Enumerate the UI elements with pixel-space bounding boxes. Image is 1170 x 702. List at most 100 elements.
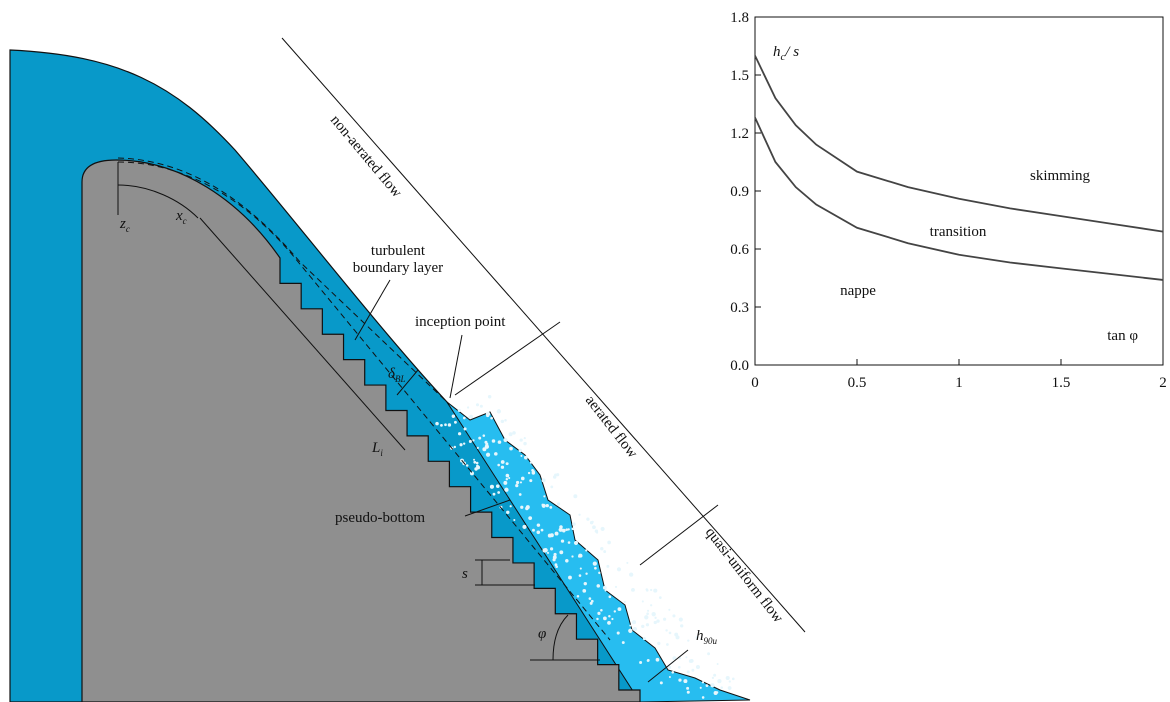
air-bubble: [656, 658, 660, 662]
air-bubble: [732, 678, 735, 681]
air-bubble: [593, 561, 597, 565]
label: φ: [538, 626, 546, 642]
air-bubble: [663, 618, 666, 621]
air-bubble: [686, 687, 689, 690]
air-bubble: [606, 565, 609, 568]
label: BL: [395, 374, 406, 384]
air-bubble: [513, 519, 515, 521]
air-bubble: [501, 460, 505, 464]
air-bubble: [476, 465, 479, 468]
x-tick-label: 0.5: [848, 375, 867, 391]
air-bubble: [542, 504, 546, 508]
air-bubble: [657, 642, 660, 645]
air-bubble: [604, 589, 606, 591]
air-bubble: [685, 656, 687, 658]
air-bubble: [633, 627, 637, 631]
air-bubble: [597, 584, 601, 588]
air-bubble: [654, 617, 656, 619]
air-bubble: [559, 550, 563, 554]
air-bubble: [553, 553, 556, 556]
air-bubble: [530, 461, 532, 463]
air-bubble: [646, 623, 649, 626]
air-bubble: [680, 624, 683, 627]
air-bubble: [512, 431, 516, 435]
label: pseudo-bottom: [335, 510, 425, 526]
air-bubble: [486, 414, 489, 417]
x-tick-label: 0: [751, 375, 759, 391]
air-bubble: [537, 523, 540, 526]
air-bubble: [706, 684, 709, 687]
air-bubble: [700, 687, 702, 689]
air-bubble: [729, 680, 731, 682]
label: h: [696, 628, 704, 644]
air-bubble: [717, 663, 719, 665]
inception-pointer: [450, 335, 462, 398]
air-bubble: [454, 421, 457, 424]
air-bubble: [702, 681, 704, 683]
air-bubble: [626, 562, 628, 564]
plot-frame: [755, 17, 1163, 365]
air-bubble: [490, 417, 493, 420]
air-bubble: [493, 493, 496, 496]
air-bubble: [536, 531, 540, 535]
air-bubble: [683, 679, 687, 683]
air-bubble: [600, 547, 603, 550]
air-bubble: [469, 440, 472, 443]
label: h90u: [696, 628, 718, 646]
air-bubble: [498, 440, 502, 444]
air-bubble: [687, 691, 690, 694]
air-bubble: [516, 481, 519, 484]
air-bubble: [509, 432, 513, 436]
air-bubble: [577, 595, 580, 598]
air-bubble: [690, 659, 694, 663]
label: c: [183, 216, 187, 226]
air-bubble: [508, 477, 510, 479]
air-bubble: [607, 621, 611, 625]
x-tick-label: 1.5: [1052, 375, 1071, 391]
air-bubble: [584, 582, 587, 585]
x-tick-label: 1: [955, 375, 963, 391]
air-bubble: [687, 639, 689, 641]
air-bubble: [520, 506, 523, 509]
air-bubble: [691, 669, 694, 672]
air-bubble: [556, 473, 559, 476]
air-bubble: [572, 527, 575, 530]
air-bubble: [687, 670, 690, 673]
air-bubble: [476, 403, 479, 406]
air-bubble: [520, 481, 522, 483]
air-bubble: [506, 474, 510, 478]
air-bubble: [459, 443, 462, 446]
label: aerated flow: [582, 393, 641, 462]
air-bubble: [519, 493, 522, 496]
y-tick-label: 1.5: [730, 68, 749, 84]
air-bubble: [632, 620, 636, 624]
air-bubble: [568, 576, 572, 580]
air-bubble: [668, 609, 670, 611]
air-bubble: [585, 573, 587, 575]
air-bubble: [528, 472, 530, 474]
air-bubble: [643, 637, 646, 640]
air-bubble: [542, 478, 546, 482]
air-bubble: [444, 423, 447, 426]
y-tick-label: 1.8: [730, 10, 749, 26]
air-bubble: [501, 420, 504, 423]
air-bubble: [656, 619, 659, 622]
air-bubble: [473, 459, 475, 461]
air-bubble: [712, 677, 714, 679]
air-bubble: [532, 471, 536, 475]
air-bubble: [608, 615, 610, 617]
label: boundary layer: [353, 260, 443, 276]
air-bubble: [454, 446, 456, 448]
air-bubble: [497, 491, 500, 494]
y-tick-label: 1.2: [730, 126, 749, 142]
air-bubble: [554, 563, 557, 566]
y-tick-label: 0.9: [730, 184, 749, 200]
air-bubble: [448, 423, 451, 426]
air-bubble: [707, 652, 710, 655]
air-bubble: [522, 525, 526, 529]
label: quasi-uniform flow: [702, 525, 786, 627]
label: L: [371, 440, 380, 456]
air-bubble: [480, 405, 483, 408]
air-bubble: [463, 417, 466, 420]
chart: hc/ s tan φ 0.00.30.60.91.21.51.800.511.…: [730, 10, 1167, 391]
